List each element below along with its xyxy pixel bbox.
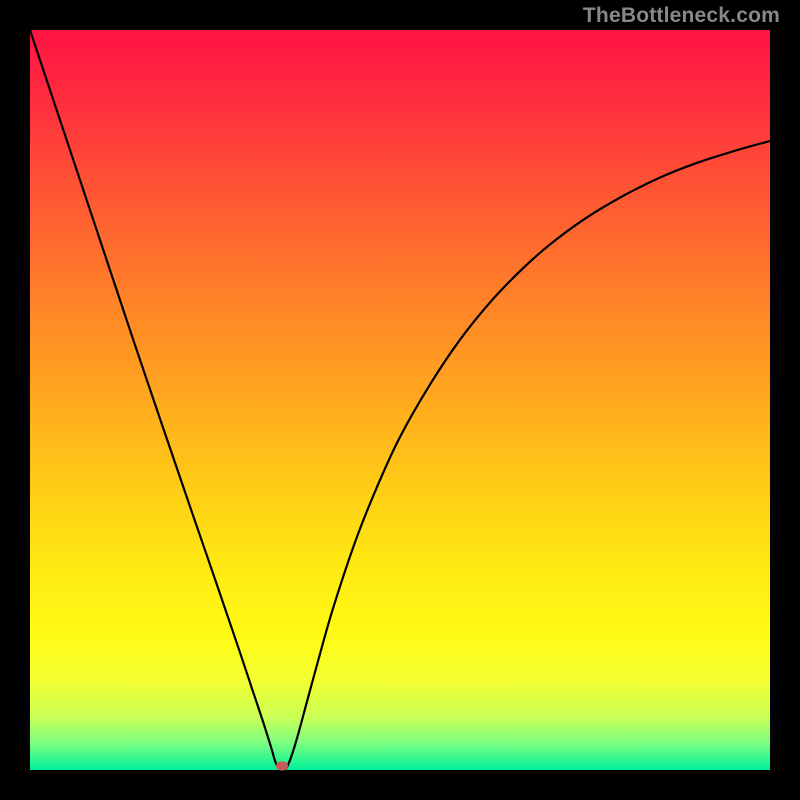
chart-container: TheBottleneck.com xyxy=(0,0,800,800)
curve-layer xyxy=(30,30,770,770)
optimum-point-marker xyxy=(276,762,288,771)
watermark-text: TheBottleneck.com xyxy=(583,4,780,28)
bottleneck-curve xyxy=(30,30,770,770)
plot-area xyxy=(30,30,770,770)
